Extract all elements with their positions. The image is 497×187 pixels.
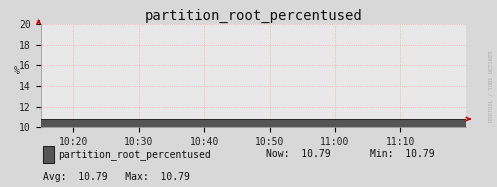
Text: partition_root_percentused: partition_root_percentused <box>58 149 210 160</box>
Text: Avg:  10.79   Max:  10.79: Avg: 10.79 Max: 10.79 <box>43 172 190 182</box>
Y-axis label: %: % <box>13 66 19 76</box>
Text: Now:  10.79: Now: 10.79 <box>266 149 331 159</box>
Text: RRDTOOL / TOBI OETIKER: RRDTOOL / TOBI OETIKER <box>489 50 494 122</box>
Title: partition_root_percentused: partition_root_percentused <box>144 9 362 23</box>
Text: Min:  10.79: Min: 10.79 <box>370 149 435 159</box>
